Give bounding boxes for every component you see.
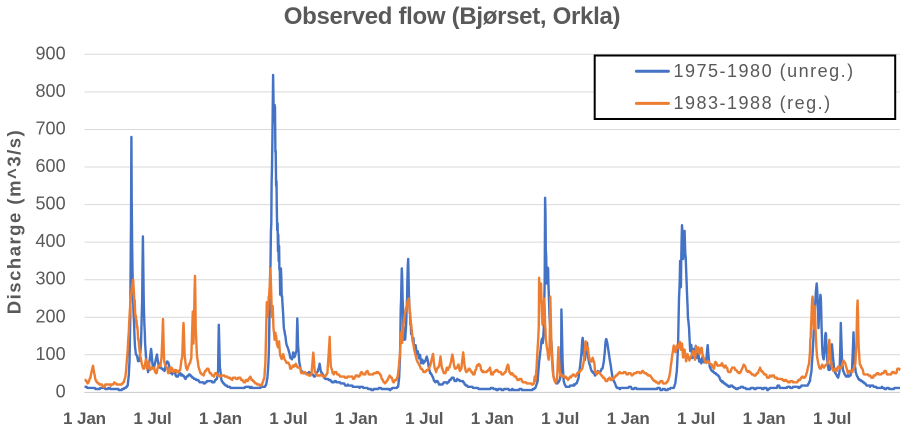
- svg-text:1 Jul: 1 Jul: [269, 409, 307, 428]
- svg-text:1 Jul: 1 Jul: [813, 409, 851, 428]
- svg-text:1975-1980 (unreg.): 1975-1980 (unreg.): [674, 61, 855, 81]
- svg-text:800: 800: [36, 81, 66, 101]
- svg-text:200: 200: [36, 306, 66, 326]
- svg-text:600: 600: [36, 156, 66, 176]
- svg-text:300: 300: [36, 269, 66, 289]
- svg-text:1 Jan: 1 Jan: [199, 409, 242, 428]
- svg-text:1 Jan: 1 Jan: [743, 409, 786, 428]
- svg-text:1 Jan: 1 Jan: [335, 409, 378, 428]
- svg-text:Discharge (m^3/s): Discharge (m^3/s): [4, 129, 25, 314]
- svg-text:1 Jan: 1 Jan: [471, 409, 514, 428]
- svg-text:500: 500: [36, 194, 66, 214]
- svg-text:900: 900: [36, 43, 66, 63]
- svg-text:Observed flow (Bjørset, Orkla): Observed flow (Bjørset, Orkla): [284, 3, 620, 30]
- svg-text:100: 100: [36, 344, 66, 364]
- svg-text:700: 700: [36, 119, 66, 139]
- svg-text:1 Jul: 1 Jul: [405, 409, 443, 428]
- svg-text:1983-1988 (reg.): 1983-1988 (reg.): [674, 93, 832, 113]
- svg-text:400: 400: [36, 231, 66, 251]
- svg-text:1 Jul: 1 Jul: [677, 409, 715, 428]
- svg-text:0: 0: [56, 381, 66, 401]
- svg-text:1 Jan: 1 Jan: [607, 409, 650, 428]
- svg-text:1 Jul: 1 Jul: [133, 409, 171, 428]
- svg-text:1 Jul: 1 Jul: [541, 409, 579, 428]
- svg-text:1 Jan: 1 Jan: [63, 409, 106, 428]
